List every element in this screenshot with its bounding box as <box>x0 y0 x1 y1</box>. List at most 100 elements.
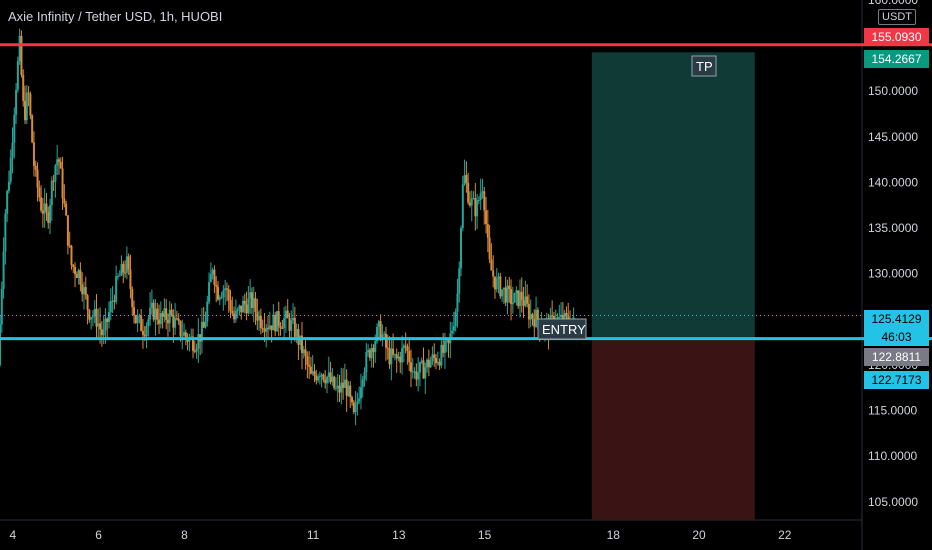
candle-body <box>443 340 446 353</box>
candle-body <box>483 191 486 211</box>
candle-body <box>138 315 141 317</box>
candle-body <box>47 211 50 223</box>
candle-body <box>77 270 80 278</box>
candle-body <box>102 330 105 336</box>
candle-body <box>259 315 262 329</box>
candle-body <box>70 245 73 266</box>
x-tick-label: 20 <box>692 528 706 542</box>
candle-body <box>267 327 270 329</box>
candle-body <box>342 382 345 388</box>
candle-body <box>170 309 173 316</box>
x-tick-label: 11 <box>307 528 320 542</box>
candle-body <box>486 223 489 238</box>
candle-body <box>45 203 48 212</box>
candle-body <box>359 387 362 399</box>
candle-body <box>233 313 236 320</box>
candle-body <box>27 92 30 94</box>
candle-body <box>409 362 412 372</box>
candle-body <box>361 379 364 388</box>
candle-body <box>504 287 507 303</box>
candle-body <box>108 312 111 323</box>
candle-body <box>43 203 46 214</box>
candle-body <box>501 289 504 297</box>
candle-body <box>2 251 5 289</box>
candle-body <box>9 157 12 182</box>
candle-body <box>417 372 420 380</box>
candle-body <box>302 349 305 354</box>
candle-body <box>99 323 102 330</box>
candle-body <box>492 270 495 277</box>
candle-body <box>195 348 198 352</box>
candle-body <box>183 332 186 336</box>
candle-body <box>460 228 463 269</box>
candle-body <box>143 334 146 337</box>
y-tick-label: 110.0000 <box>868 449 917 463</box>
candle-body <box>133 307 136 316</box>
candle-body <box>438 361 441 366</box>
stop-price-label: 122.7173 <box>864 371 929 389</box>
candle-body <box>177 318 180 322</box>
candle-body <box>288 318 291 331</box>
candle-body <box>213 269 216 285</box>
candle-body <box>122 263 125 273</box>
candle-body <box>158 319 161 324</box>
candle-body <box>365 351 368 373</box>
candle-body <box>218 297 221 300</box>
candle-body <box>50 180 53 206</box>
candle-body <box>190 336 193 338</box>
candle-body <box>279 326 282 329</box>
candle-body <box>345 379 348 396</box>
candle-body <box>149 307 152 320</box>
candle-body <box>150 302 153 308</box>
candle-body <box>533 318 536 327</box>
candle-body <box>115 276 118 302</box>
candle-body <box>283 318 286 329</box>
candle-body <box>32 142 35 166</box>
candle-body <box>308 364 311 367</box>
candle-body <box>242 300 245 313</box>
candle-body <box>197 334 200 349</box>
candle-body <box>518 291 521 307</box>
candle-body <box>563 313 566 324</box>
candle-body <box>272 314 275 331</box>
candle-body <box>270 325 273 331</box>
candle-body <box>25 92 28 121</box>
countdown-label: 46:03 <box>864 328 929 346</box>
candle-body <box>166 319 169 324</box>
candle-body <box>454 311 457 327</box>
candle-body <box>109 301 112 313</box>
candle-body <box>349 385 352 398</box>
x-tick-label: 15 <box>478 528 492 542</box>
candle-body <box>374 341 377 353</box>
candle-body <box>238 305 241 310</box>
currency-selector[interactable]: USDT <box>878 9 916 25</box>
candle-body <box>560 314 563 317</box>
candle-body <box>161 313 164 317</box>
candle-body <box>535 309 538 327</box>
candle-body <box>175 318 178 320</box>
candle-body <box>136 316 139 324</box>
candle-body <box>406 346 409 352</box>
chart-title: Axie Infinity / Tether USD, 1h, HUOBI <box>8 9 223 24</box>
tp-price-label: 155.0930 <box>864 28 929 46</box>
candle-body <box>315 375 318 381</box>
candle-body <box>41 210 44 214</box>
candle-body <box>81 284 84 295</box>
entry-annotation: ENTRY <box>542 322 586 337</box>
candle-body <box>324 379 327 384</box>
candle-body <box>440 345 443 366</box>
profit-zone <box>591 52 755 339</box>
candle-body <box>36 169 39 188</box>
candle-body <box>66 215 69 246</box>
candle-body <box>313 371 316 376</box>
candle-body <box>145 326 148 337</box>
candle-body <box>215 284 218 287</box>
candle-body <box>472 198 475 200</box>
candle-body <box>413 371 416 373</box>
candle-body <box>49 205 52 223</box>
candle-body <box>222 290 225 298</box>
candle-body <box>351 397 354 403</box>
candle-body <box>11 142 14 158</box>
